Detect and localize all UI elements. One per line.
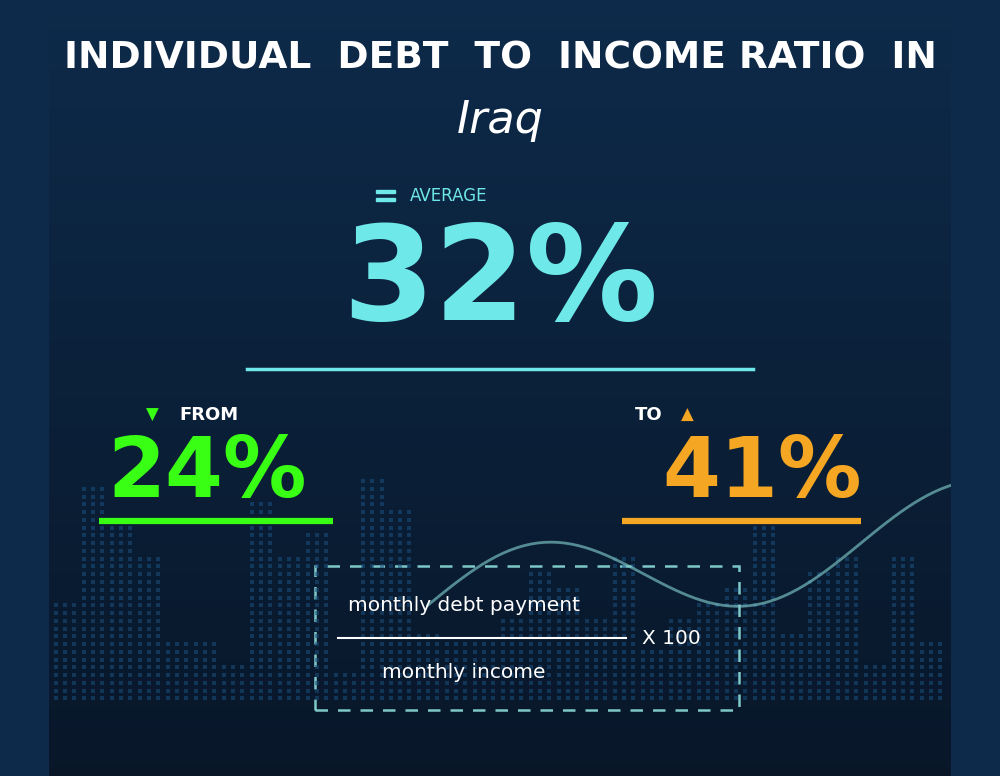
Bar xyxy=(49,185,951,194)
Bar xyxy=(49,543,951,553)
Bar xyxy=(49,330,951,340)
Bar xyxy=(49,48,951,58)
Text: monthly debt payment: monthly debt payment xyxy=(348,596,580,615)
Text: ▲: ▲ xyxy=(681,406,694,424)
Text: FROM: FROM xyxy=(180,406,239,424)
Bar xyxy=(49,524,951,534)
Bar xyxy=(49,155,951,165)
Bar xyxy=(49,175,951,185)
Bar xyxy=(49,407,951,417)
Text: 32%: 32% xyxy=(342,220,658,347)
Bar xyxy=(49,679,951,689)
Bar xyxy=(49,436,951,446)
Bar xyxy=(49,514,951,524)
Text: X 100: X 100 xyxy=(642,629,701,648)
Bar xyxy=(49,611,951,621)
Text: Iraq: Iraq xyxy=(457,99,543,142)
Bar xyxy=(49,291,951,300)
Bar xyxy=(49,757,951,767)
Bar xyxy=(49,282,951,291)
Bar xyxy=(49,320,951,330)
Bar xyxy=(49,397,951,407)
Bar xyxy=(49,417,951,427)
Bar xyxy=(49,601,951,611)
Bar xyxy=(49,728,951,737)
Bar xyxy=(49,0,951,9)
Bar xyxy=(49,698,951,708)
Bar xyxy=(49,136,951,146)
Bar xyxy=(49,591,951,601)
Bar xyxy=(49,252,951,262)
Bar xyxy=(49,689,951,698)
Bar xyxy=(49,640,951,650)
Bar xyxy=(49,427,951,436)
Bar xyxy=(49,573,951,582)
Bar xyxy=(49,456,951,466)
Bar xyxy=(49,203,951,213)
Bar xyxy=(49,359,951,369)
Bar xyxy=(49,650,951,660)
Text: 24%: 24% xyxy=(107,433,307,514)
Bar xyxy=(49,630,951,640)
Bar xyxy=(376,190,395,193)
Bar xyxy=(49,68,951,78)
Bar xyxy=(49,708,951,718)
Bar xyxy=(376,198,395,201)
Bar xyxy=(49,233,951,242)
Bar xyxy=(49,737,951,747)
Bar xyxy=(49,446,951,456)
Bar xyxy=(49,340,951,349)
Bar xyxy=(49,485,951,495)
Bar xyxy=(49,126,951,136)
Bar xyxy=(49,495,951,504)
Text: ▼: ▼ xyxy=(146,406,159,424)
Bar xyxy=(49,300,951,310)
Bar xyxy=(49,660,951,669)
Bar xyxy=(49,466,951,475)
Bar xyxy=(49,223,951,233)
Bar xyxy=(49,534,951,543)
Bar xyxy=(49,116,951,126)
Bar xyxy=(49,349,951,359)
Text: 41%: 41% xyxy=(662,433,861,514)
Bar xyxy=(49,767,951,776)
Bar xyxy=(49,553,951,563)
Text: monthly income: monthly income xyxy=(382,663,546,682)
Bar xyxy=(49,262,951,272)
Bar xyxy=(49,97,951,106)
Bar xyxy=(49,194,951,203)
Bar xyxy=(49,106,951,116)
Bar xyxy=(49,146,951,155)
Text: AVERAGE: AVERAGE xyxy=(410,186,487,205)
Bar xyxy=(49,621,951,630)
Bar xyxy=(49,213,951,223)
Bar xyxy=(49,310,951,320)
Bar xyxy=(49,563,951,573)
Bar xyxy=(49,272,951,282)
Text: INDIVIDUAL  DEBT  TO  INCOME RATIO  IN: INDIVIDUAL DEBT TO INCOME RATIO IN xyxy=(64,40,936,76)
Bar xyxy=(49,78,951,88)
Bar xyxy=(49,165,951,175)
Text: TO: TO xyxy=(635,406,663,424)
Bar xyxy=(49,718,951,728)
Bar xyxy=(49,88,951,97)
Bar xyxy=(49,19,951,29)
Bar xyxy=(49,475,951,485)
Bar xyxy=(49,582,951,591)
Bar xyxy=(49,39,951,48)
Bar xyxy=(49,379,951,388)
Bar xyxy=(49,388,951,397)
Bar xyxy=(49,504,951,514)
Bar xyxy=(49,747,951,757)
Bar xyxy=(49,9,951,19)
Bar xyxy=(49,369,951,379)
Bar xyxy=(49,58,951,68)
Bar xyxy=(49,242,951,252)
Bar xyxy=(49,29,951,39)
Bar xyxy=(49,669,951,679)
